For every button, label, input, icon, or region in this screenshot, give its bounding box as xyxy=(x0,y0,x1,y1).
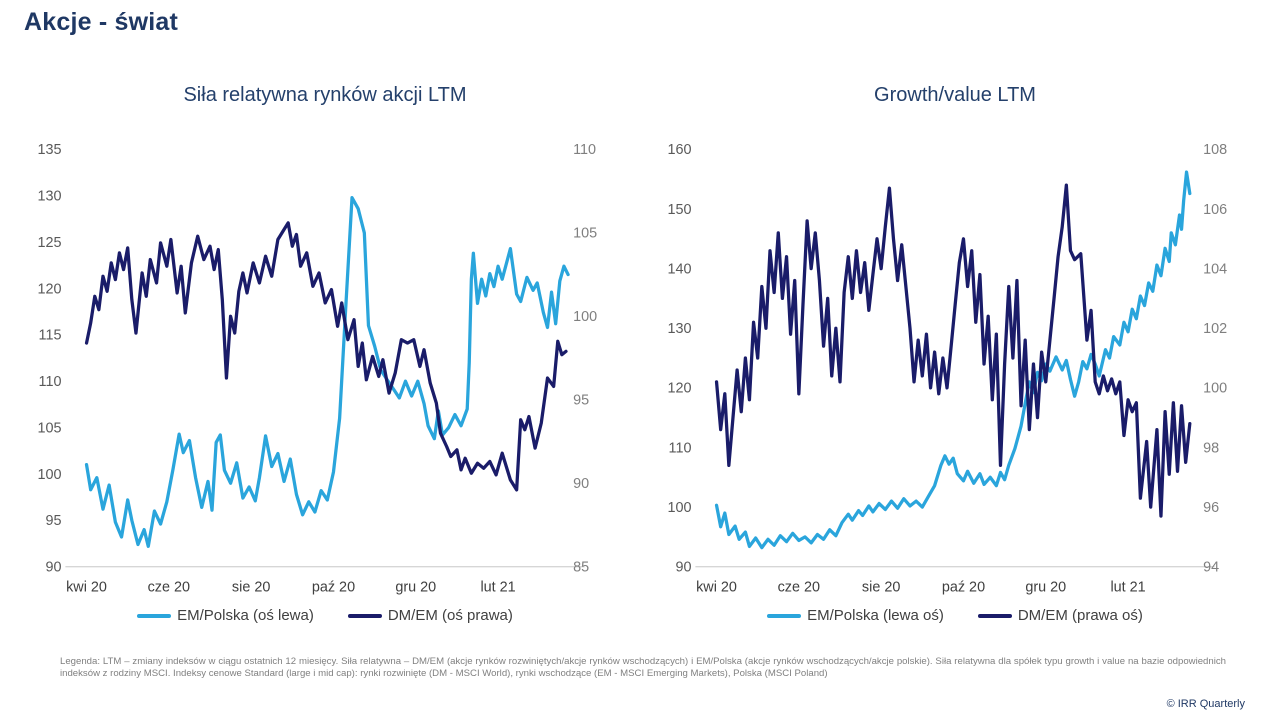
chart-title: Growth/value LTM xyxy=(874,84,1036,106)
svg-text:125: 125 xyxy=(37,235,61,251)
dm-line-swatch xyxy=(977,613,1012,618)
svg-text:120: 120 xyxy=(667,381,691,397)
svg-text:gru 20: gru 20 xyxy=(1025,580,1066,596)
svg-text:105: 105 xyxy=(37,420,61,436)
svg-text:100: 100 xyxy=(667,500,691,516)
chart-legend: EM/Polska (oś lewa) DM/EM (oś prawa) xyxy=(10,607,640,624)
svg-text:108: 108 xyxy=(1203,142,1227,158)
svg-text:95: 95 xyxy=(573,393,589,409)
svg-text:85: 85 xyxy=(573,560,589,576)
chart-legend: EM/Polska (lewa oś) DM/EM (prawa oś) xyxy=(640,607,1270,624)
svg-text:sie 20: sie 20 xyxy=(232,580,270,596)
growth-value-chart: Growth/value LTM 160 150 140 130 120 110 100 90… xyxy=(640,84,1270,624)
svg-text:100: 100 xyxy=(37,467,61,483)
svg-text:105: 105 xyxy=(573,226,597,242)
page-title: Akcje - świat xyxy=(24,8,179,36)
svg-text:100: 100 xyxy=(573,309,597,325)
svg-text:135: 135 xyxy=(37,142,61,158)
em-line-swatch xyxy=(767,613,802,618)
svg-text:94: 94 xyxy=(1203,560,1219,576)
legend-item-em-polska: EM/Polska (lewa oś) xyxy=(767,607,944,624)
svg-text:90: 90 xyxy=(676,560,692,576)
copyright-note: © IRR Quarterly xyxy=(1166,698,1245,710)
svg-text:cze 20: cze 20 xyxy=(778,580,820,596)
chart-title: Siła relatywna rynków akcji LTM xyxy=(183,84,467,106)
svg-text:cze 20: cze 20 xyxy=(148,580,190,596)
relative-strength-chart-plot: 135 130 125 120 115 110 105 100 95 90 110 105 100 95 9… xyxy=(37,142,597,596)
svg-text:kwi 20: kwi 20 xyxy=(696,580,737,596)
svg-text:110: 110 xyxy=(669,440,692,456)
relative-strength-chart: Siła relatywna rynków akcji LTM 135 130 12… xyxy=(10,84,640,624)
svg-text:110: 110 xyxy=(39,374,62,390)
svg-text:lut 21: lut 21 xyxy=(480,580,515,596)
legend-label: DM/EM (oś prawa) xyxy=(387,607,513,624)
svg-text:paź 20: paź 20 xyxy=(942,580,985,596)
svg-text:95: 95 xyxy=(46,513,62,529)
svg-text:paź 20: paź 20 xyxy=(312,580,355,596)
legend-label: DM/EM (prawa oś) xyxy=(1017,607,1143,624)
svg-text:gru 20: gru 20 xyxy=(395,580,436,596)
legend-label: EM/Polska (lewa oś) xyxy=(807,607,944,624)
svg-text:90: 90 xyxy=(573,476,589,492)
svg-text:150: 150 xyxy=(667,202,691,218)
svg-text:102: 102 xyxy=(1203,321,1227,337)
svg-text:104: 104 xyxy=(1203,261,1227,277)
svg-text:110: 110 xyxy=(573,142,596,158)
charts-row: Siła relatywna rynków akcji LTM 135 130 12… xyxy=(10,84,1270,624)
svg-text:140: 140 xyxy=(667,261,691,277)
svg-text:106: 106 xyxy=(1203,202,1227,218)
svg-text:90: 90 xyxy=(46,560,62,576)
growth-value-chart-plot: 160 150 140 130 120 110 100 90 108 106 104 102 100 98… xyxy=(667,142,1227,596)
legend-footnote: Legenda: LTM – zmiany indeksów w ciągu o… xyxy=(60,656,1226,680)
em-line-swatch xyxy=(137,613,172,618)
svg-text:98: 98 xyxy=(1203,440,1219,456)
svg-text:sie 20: sie 20 xyxy=(862,580,900,596)
legend-item-dm-em: DM/EM (oś prawa) xyxy=(347,607,513,624)
legend-label: EM/Polska (oś lewa) xyxy=(177,607,314,624)
svg-text:kwi 20: kwi 20 xyxy=(66,580,107,596)
legend-item-em-polska: EM/Polska (oś lewa) xyxy=(137,607,314,624)
svg-text:130: 130 xyxy=(667,321,691,337)
dm-line-swatch xyxy=(347,613,382,618)
svg-text:lut 21: lut 21 xyxy=(1110,580,1145,596)
legend-item-dm-em: DM/EM (prawa oś) xyxy=(977,607,1143,624)
svg-text:130: 130 xyxy=(37,189,61,205)
svg-text:160: 160 xyxy=(667,142,691,158)
svg-text:120: 120 xyxy=(37,281,61,297)
svg-text:100: 100 xyxy=(1203,381,1227,397)
svg-text:115: 115 xyxy=(39,328,62,344)
svg-text:96: 96 xyxy=(1203,500,1219,516)
